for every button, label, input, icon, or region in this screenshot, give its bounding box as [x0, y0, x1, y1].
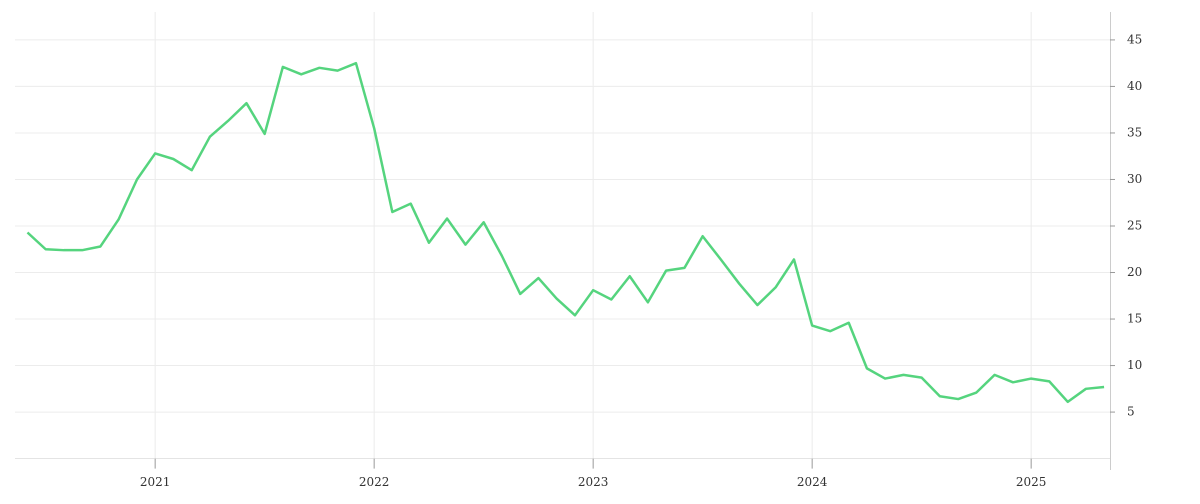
y-tick-label: 35 — [1127, 125, 1142, 139]
y-tick-label: 30 — [1127, 172, 1142, 186]
y-tick-label: 5 — [1127, 405, 1135, 419]
line — [26, 61, 1105, 404]
x-tick-label: 2024 — [797, 475, 828, 489]
x-tick-label: 2022 — [359, 475, 390, 489]
y-tick-label: 40 — [1127, 79, 1142, 93]
y-tick-label: 20 — [1127, 265, 1142, 279]
x-tick-label: 2025 — [1016, 475, 1047, 489]
y-tick-label: 15 — [1127, 312, 1142, 326]
x-tick-label: 2023 — [578, 475, 609, 489]
y-tick-label: 25 — [1127, 218, 1142, 232]
x-tick-label: 2021 — [140, 475, 171, 489]
y-tick-label: 45 — [1127, 32, 1142, 46]
y-tick-label: 10 — [1127, 358, 1142, 372]
